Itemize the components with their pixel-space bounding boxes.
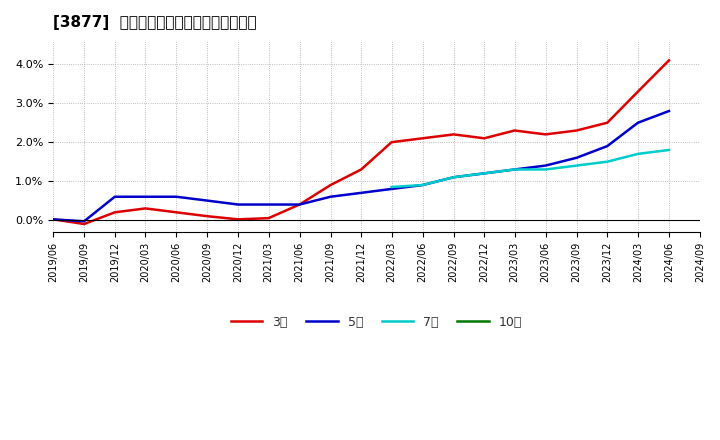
Legend: 3年, 5年, 7年, 10年: 3年, 5年, 7年, 10年 — [226, 311, 527, 334]
Line: 3年: 3年 — [53, 60, 669, 224]
Line: 7年: 7年 — [392, 150, 669, 187]
Text: [3877]  経常利益マージンの平均値の推移: [3877] 経常利益マージンの平均値の推移 — [53, 15, 257, 30]
Line: 5年: 5年 — [53, 111, 669, 221]
